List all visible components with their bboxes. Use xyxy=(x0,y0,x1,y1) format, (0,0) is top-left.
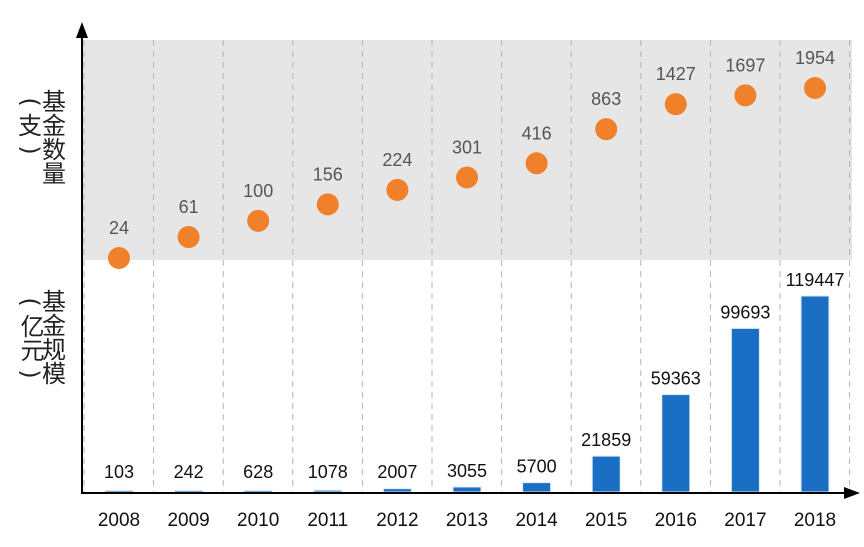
dot-2008 xyxy=(108,247,130,269)
bar-2017 xyxy=(730,327,760,493)
dot-value-label: 156 xyxy=(313,164,343,184)
x-tick-label: 2009 xyxy=(167,510,209,531)
bar-2009 xyxy=(174,490,204,493)
x-tick-labels: 2008 2009 2010 2011 2012 2013 2014 2015 2016 2017… xyxy=(98,510,836,531)
dot-2010 xyxy=(247,209,270,232)
dot-value-label: 24 xyxy=(109,218,129,238)
size-axis-unit-text: 亿元 xyxy=(16,314,44,362)
size-axis-char-3: 规 xyxy=(42,336,66,364)
x-tick-label: 2014 xyxy=(515,510,558,531)
dot-2013 xyxy=(456,166,478,189)
grid-lines xyxy=(83,40,851,492)
bar-value-label: 628 xyxy=(243,462,273,482)
dot-value-label: 416 xyxy=(522,123,552,143)
count-axis-name: 基 金 数 量 xyxy=(42,90,66,186)
count-axis-char-2: 金 xyxy=(42,112,66,140)
bar-value-label: 59363 xyxy=(651,369,701,389)
count-axis-char-4: 量 xyxy=(42,160,66,188)
dot-2011 xyxy=(316,193,339,216)
dot-2017 xyxy=(734,84,757,107)
dot-2014 xyxy=(525,152,548,175)
size-axis-close-paren: ) xyxy=(16,369,44,379)
dot-2018 xyxy=(804,77,826,99)
bar-value-label: 5700 xyxy=(517,457,557,477)
dot-value-label: 1697 xyxy=(725,55,765,75)
count-axis-open-paren: ( xyxy=(16,97,44,107)
count-axis-title: ( 支 ) 基 金 数 量 xyxy=(16,90,66,186)
dot-value-label: 301 xyxy=(452,137,482,157)
bar-2018 xyxy=(800,295,830,493)
count-axis-close-paren: ) xyxy=(16,145,44,155)
x-tick-label: 2008 xyxy=(98,510,140,531)
dot-value-label: 1954 xyxy=(795,48,835,68)
dot-series xyxy=(108,77,826,269)
dot-value-label: 1427 xyxy=(656,64,696,84)
size-axis-open-paren: ( xyxy=(16,297,44,307)
size-axis-char-2: 金 xyxy=(42,312,66,340)
count-axis-char-1: 基 xyxy=(42,88,66,116)
bar-value-label: 119447 xyxy=(786,270,845,290)
dot-value-label: 863 xyxy=(591,89,621,109)
size-axis-char-1: 基 xyxy=(42,288,66,316)
dot-2012 xyxy=(386,178,409,201)
bar-value-label: 1078 xyxy=(308,462,348,482)
count-axis-unit-text: 支 xyxy=(18,112,42,140)
bar-value-label: 242 xyxy=(174,462,204,482)
x-tick-label: 2010 xyxy=(237,510,279,531)
dot-value-label: 61 xyxy=(179,197,199,217)
x-axis-arrow xyxy=(844,487,860,499)
bar-2010 xyxy=(243,490,273,493)
dot-2009 xyxy=(177,226,200,249)
dot-value-label: 100 xyxy=(243,181,273,201)
dot-2015 xyxy=(595,118,618,141)
bar-value-label: 2007 xyxy=(377,462,417,482)
bar-value-label: 99693 xyxy=(720,302,770,322)
dot-2016 xyxy=(664,93,687,116)
x-tick-label: 2015 xyxy=(585,510,627,531)
bar-2012 xyxy=(382,488,412,493)
count-panel-background xyxy=(82,40,852,260)
bar-2011 xyxy=(313,489,343,493)
size-axis-title: ( 亿元 ) 基 金 规 模 xyxy=(16,290,66,386)
bar-value-label: 103 xyxy=(104,462,134,482)
bar-value-label: 3055 xyxy=(447,461,487,481)
bar-2015 xyxy=(591,455,621,493)
y-axis-arrow xyxy=(76,22,88,38)
bar-2016 xyxy=(661,394,691,493)
bar-2008 xyxy=(104,490,134,493)
x-tick-label: 2011 xyxy=(307,510,348,531)
count-axis-char-3: 数 xyxy=(42,136,66,164)
bar-value-label: 21859 xyxy=(581,430,631,450)
count-axis-unit: ( 支 ) xyxy=(16,90,44,186)
size-axis-unit: ( 亿元 ) xyxy=(16,290,44,386)
dot-value-label: 224 xyxy=(382,150,412,170)
x-tick-label: 2018 xyxy=(794,510,836,531)
size-axis-char-4: 模 xyxy=(42,360,66,388)
x-tick-label: 2013 xyxy=(446,510,488,531)
x-tick-label: 2016 xyxy=(655,510,697,531)
x-tick-label: 2012 xyxy=(376,510,418,531)
x-tick-label: 2017 xyxy=(724,510,766,531)
bar-series xyxy=(104,295,830,493)
bar-2014 xyxy=(522,482,552,493)
data-labels: 103 242 628 1078 2007 3055 5700 21859 59363 99693… xyxy=(104,48,844,482)
bar-2013 xyxy=(452,486,482,493)
size-axis-name: 基 金 规 模 xyxy=(42,290,66,386)
